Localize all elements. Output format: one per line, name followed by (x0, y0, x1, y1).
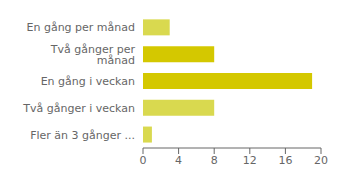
svg-text:Två gånger i veckan: Två gånger i veckan (22, 102, 135, 115)
svg-text:20: 20 (314, 154, 328, 167)
svg-text:0: 0 (140, 154, 147, 167)
svg-text:16: 16 (278, 154, 292, 167)
svg-text:8: 8 (211, 154, 218, 167)
svg-text:Två gånger permånad: Två gånger permånad (50, 43, 136, 67)
svg-text:4: 4 (175, 154, 182, 167)
svg-text:12: 12 (243, 154, 257, 167)
svg-text:En gång i veckan: En gång i veckan (41, 75, 135, 88)
svg-text:Fler än 3 gånger ...: Fler än 3 gånger ... (30, 129, 135, 142)
svg-text:En gång per månad: En gång per månad (26, 21, 135, 34)
